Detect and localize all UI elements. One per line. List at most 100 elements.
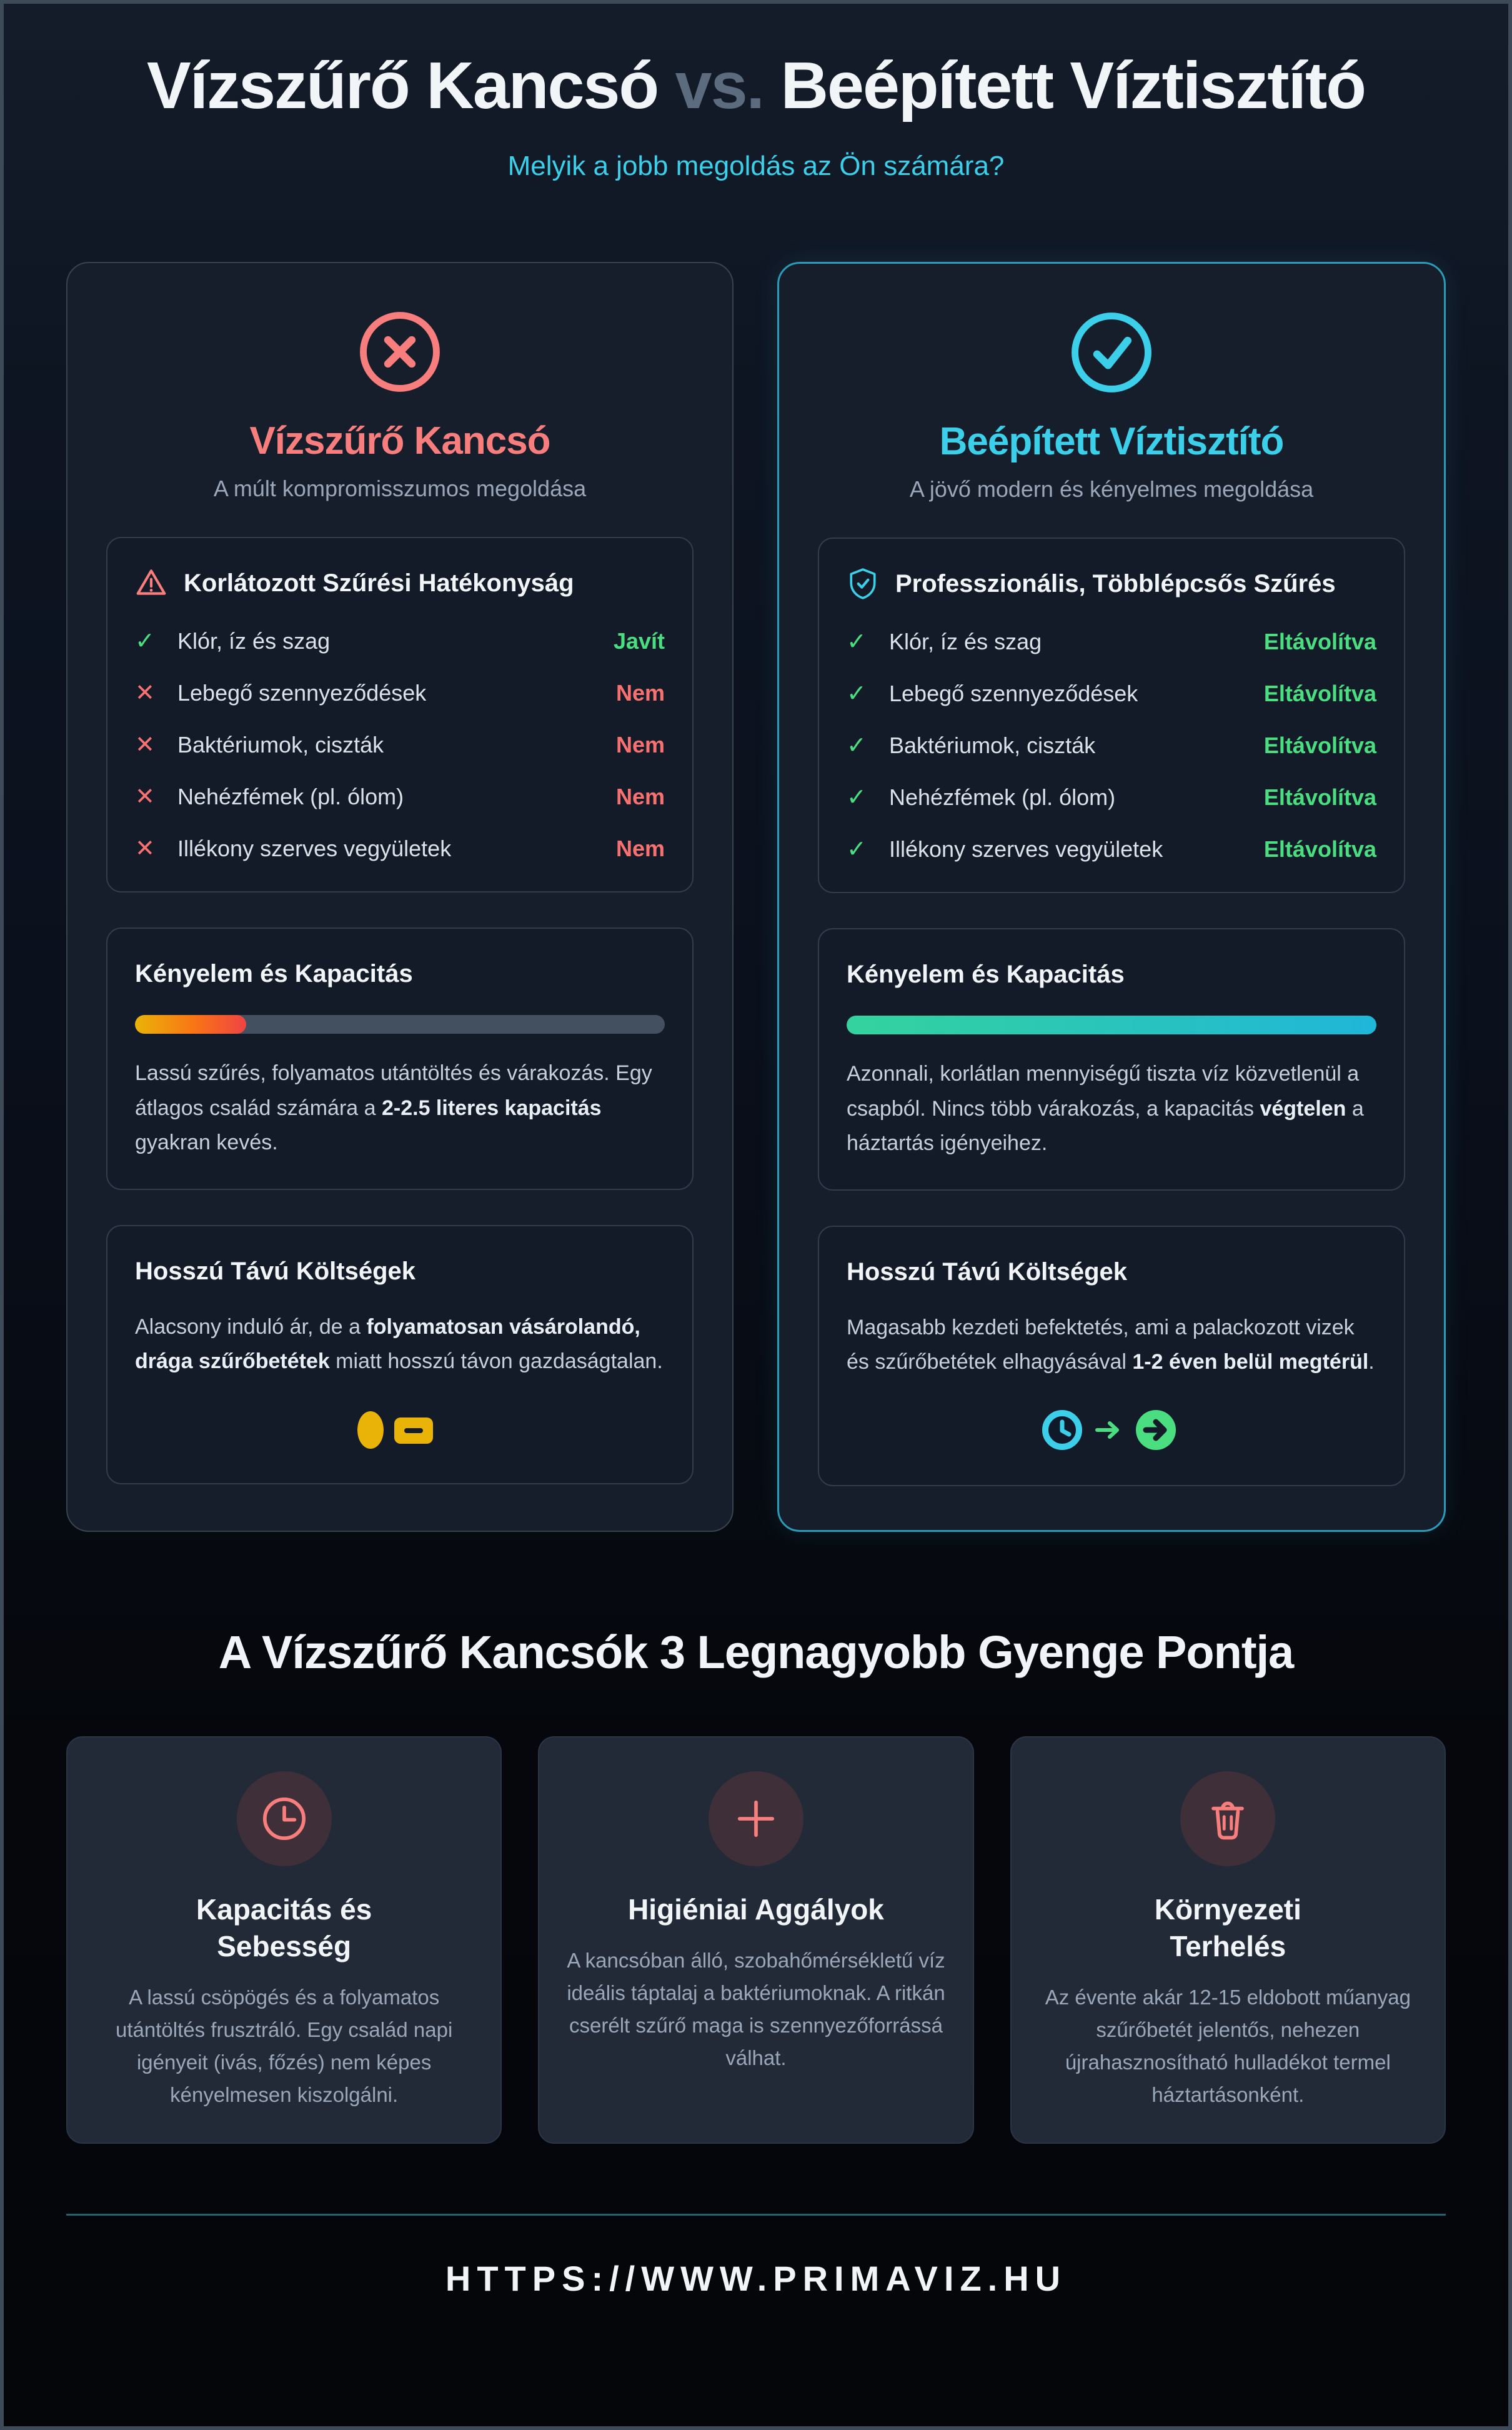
arrow-right-icon	[1095, 1421, 1119, 1439]
x-circle-icon	[357, 309, 442, 394]
check-icon: ✓	[847, 732, 867, 759]
capacity-progress-track	[135, 1015, 665, 1034]
check-icon: ✓	[847, 681, 867, 708]
row-label: Baktériumok, ciszták	[889, 732, 1096, 758]
status-badge: Eltávolítva	[1263, 732, 1376, 758]
purifier-filter-box-title: Professzionális, Többlépcsős Szűrés	[895, 570, 1336, 598]
title-left: Vízszűrő Kancsó	[146, 49, 659, 122]
pitcher-cost-box: Hosszú Távú Költségek Alacsony induló ár…	[106, 1224, 694, 1484]
shield-check-icon	[847, 568, 879, 600]
row-label: Baktériumok, ciszták	[177, 731, 384, 758]
check-icon: ✓	[847, 629, 867, 656]
table-row: ✓ Illékony szerves vegyületek Eltávolítv…	[847, 835, 1376, 863]
coin-icon	[357, 1411, 384, 1449]
pitcher-cost-title: Hosszú Távú Költségek	[135, 1257, 416, 1285]
row-label: Lebegő szennyeződések	[177, 679, 427, 706]
check-icon: ✓	[135, 628, 155, 655]
purifier-card: Beépített Víztisztító A jövő modern és k…	[777, 262, 1446, 1532]
row-label: Klór, íz és szag	[177, 628, 331, 654]
warning-triangle-icon	[135, 567, 167, 599]
weak-card-title: Környezeti Terhelés	[1154, 1892, 1301, 1962]
page-header: Vízszűrő Kancsó vs. Beépített Víztisztít…	[66, 4, 1446, 182]
cross-icon: ✕	[135, 784, 155, 811]
pitcher-filter-box-title: Korlátozott Szűrési Hatékonyság	[184, 569, 574, 598]
plus-icon	[708, 1771, 803, 1866]
footer-divider	[66, 2214, 1446, 2216]
title-vs: vs.	[675, 49, 765, 122]
table-row: ✓ Baktériumok, ciszták Eltávolítva	[847, 731, 1376, 759]
clock-icon	[236, 1771, 332, 1866]
clock-icon	[1042, 1409, 1082, 1450]
purifier-capacity-body: Azonnali, korlátlan mennyiségű tiszta ví…	[847, 1062, 1364, 1155]
weaknesses-row: Kapacitás és Sebesség A lassú csöpögés é…	[66, 1736, 1446, 2144]
pitcher-cost-body: Alacsony induló ár, de a folyamatosan vá…	[135, 1314, 663, 1373]
status-badge: Nem	[615, 783, 665, 809]
purifier-capacity-title: Kényelem és Kapacitás	[847, 961, 1125, 989]
purifier-cost-box: Hosszú Távú Költségek Magasabb kezdeti b…	[818, 1225, 1405, 1486]
title-right: Beépített Víztisztító	[780, 49, 1366, 122]
footer-url: HTTPS://WWW.PRIMAVIZ.HU	[445, 2259, 1067, 2299]
pitcher-card-head: Vízszűrő Kancsó A múlt kompromisszumos m…	[106, 309, 694, 502]
status-badge: Nem	[615, 679, 665, 706]
row-label: Illékony szerves vegyületek	[177, 835, 452, 861]
purifier-card-subtitle: A jövő modern és kényelmes megoldása	[909, 476, 1314, 502]
table-row: ✕ Lebegő szennyeződések Nem	[135, 679, 665, 707]
status-badge: Eltávolítva	[1263, 680, 1376, 706]
weak-card-capacity: Kapacitás és Sebesség A lassú csöpögés é…	[66, 1736, 502, 2144]
comparison-row: Vízszűrő Kancsó A múlt kompromisszumos m…	[66, 262, 1446, 1532]
row-label: Lebegő szennyeződések	[889, 680, 1138, 706]
pitcher-card-title: Vízszűrő Kancsó	[249, 419, 550, 463]
pitcher-card: Vízszűrő Kancsó A múlt kompromisszumos m…	[66, 262, 734, 1532]
arrow-circle-right-icon	[1136, 1409, 1176, 1450]
weak-card-title: Kapacitás és Sebesség	[196, 1892, 372, 1962]
trash-icon	[1180, 1771, 1276, 1866]
capacity-progress-fill	[847, 1016, 1376, 1035]
status-badge: Nem	[615, 731, 665, 758]
row-label: Nehézfémek (pl. ólom)	[177, 783, 404, 809]
status-badge: Eltávolítva	[1263, 784, 1376, 810]
pitcher-filter-rows: ✓ Klór, íz és szag Javít ✕ Lebegő szenny…	[135, 627, 665, 862]
pitcher-capacity-box: Kényelem és Kapacitás Lassú szűrés, foly…	[106, 928, 694, 1190]
roi-icons	[847, 1407, 1376, 1456]
purifier-card-head: Beépített Víztisztító A jövő modern és k…	[818, 310, 1405, 502]
table-row: ✕ Nehézfémek (pl. ólom) Nem	[135, 782, 665, 811]
weak-card-environment: Környezeti Terhelés Az évente akár 12-15…	[1010, 1736, 1446, 2144]
table-row: ✓ Klór, íz és szag Javít	[135, 627, 665, 655]
pitcher-filter-box: Korlátozott Szűrési Hatékonyság ✓ Klór, …	[106, 537, 694, 893]
weak-card-body: A lassú csöpögés és a folyamatos utántöl…	[116, 1985, 453, 2106]
weak-card-hygiene: Higiéniai Aggályok A kancsóban álló, szo…	[538, 1736, 974, 2144]
capacity-progress-track	[847, 1016, 1376, 1035]
banknote-icon	[394, 1417, 433, 1444]
status-badge: Javít	[613, 628, 665, 654]
purifier-cost-body: Magasabb kezdeti befektetés, ami a palac…	[847, 1315, 1375, 1374]
weaknesses-title: A Vízszűrő Kancsók 3 Legnagyobb Gyenge P…	[218, 1626, 1294, 1678]
row-label: Nehézfémek (pl. ólom)	[889, 784, 1116, 810]
check-icon: ✓	[847, 784, 867, 811]
pitcher-card-subtitle: A múlt kompromisszumos megoldása	[213, 476, 587, 502]
cross-icon: ✕	[135, 836, 155, 862]
table-row: ✓ Lebegő szennyeződések Eltávolítva	[847, 679, 1376, 708]
table-row: ✕ Illékony szerves vegyületek Nem	[135, 834, 665, 862]
status-badge: Eltávolítva	[1263, 628, 1376, 654]
purifier-filter-box: Professzionális, Többlépcsős Szűrés ✓ Kl…	[818, 538, 1405, 894]
table-row: ✓ Nehézfémek (pl. ólom) Eltávolítva	[847, 783, 1376, 811]
pitcher-capacity-body: Lassú szűrés, folyamatos utántöltés és v…	[135, 1061, 652, 1154]
page-subtitle: Melyik a jobb megoldás az Ön számára?	[507, 151, 1005, 182]
cross-icon: ✕	[135, 680, 155, 707]
purifier-cost-title: Hosszú Távú Költségek	[847, 1258, 1128, 1286]
pitcher-capacity-title: Kényelem és Kapacitás	[135, 960, 413, 988]
cross-icon: ✕	[135, 732, 155, 759]
capacity-progress-fill	[135, 1015, 247, 1034]
purifier-card-title: Beépített Víztisztító	[939, 420, 1285, 464]
row-label: Illékony szerves vegyületek	[889, 836, 1163, 862]
money-icons	[135, 1406, 665, 1454]
status-badge: Eltávolítva	[1263, 836, 1376, 862]
check-icon: ✓	[847, 836, 867, 863]
purifier-capacity-box: Kényelem és Kapacitás Azonnali, korlátla…	[818, 928, 1405, 1191]
weak-card-body: Az évente akár 12-15 eldobott műanyag sz…	[1045, 1985, 1411, 2106]
table-row: ✕ Baktériumok, ciszták Nem	[135, 731, 665, 759]
table-row: ✓ Klór, íz és szag Eltávolítva	[847, 628, 1376, 656]
page-title: Vízszűrő Kancsó vs. Beépített Víztisztít…	[137, 45, 1375, 127]
status-badge: Nem	[615, 835, 665, 861]
